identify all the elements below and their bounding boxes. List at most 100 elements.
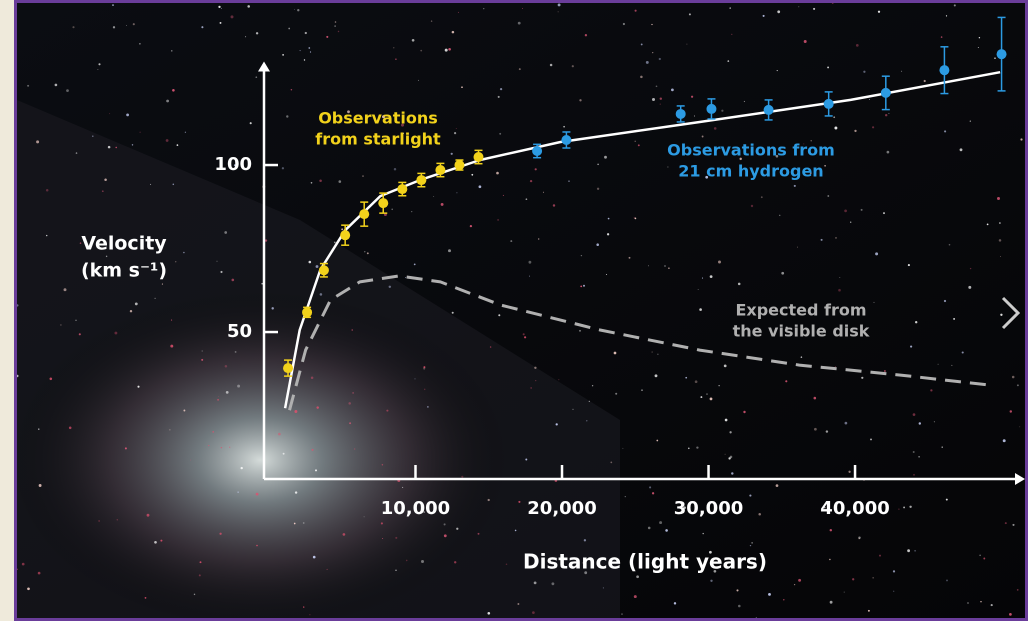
star xyxy=(1012,523,1015,526)
star xyxy=(1016,384,1019,387)
star xyxy=(199,561,202,564)
star xyxy=(825,430,829,433)
star xyxy=(743,410,746,414)
star xyxy=(736,589,739,592)
star xyxy=(664,265,666,267)
star xyxy=(933,421,935,423)
star xyxy=(201,26,204,29)
star xyxy=(750,204,754,208)
star xyxy=(607,217,610,220)
star xyxy=(489,346,492,348)
star xyxy=(892,570,896,573)
star xyxy=(723,364,727,368)
star xyxy=(671,88,674,92)
star xyxy=(923,79,926,83)
star xyxy=(380,522,383,525)
star xyxy=(448,249,451,253)
star xyxy=(319,179,322,183)
star xyxy=(126,113,129,117)
star xyxy=(649,486,652,489)
star xyxy=(220,270,223,274)
star xyxy=(727,60,730,62)
star xyxy=(685,376,688,379)
star xyxy=(834,126,838,130)
star xyxy=(393,167,397,171)
star xyxy=(139,43,141,45)
star xyxy=(278,432,281,436)
star xyxy=(1009,410,1013,413)
star xyxy=(634,9,637,12)
star xyxy=(38,484,42,487)
star xyxy=(800,356,803,358)
star xyxy=(688,13,691,16)
star xyxy=(986,223,989,226)
star xyxy=(997,197,1000,200)
star xyxy=(637,144,640,147)
star xyxy=(454,561,457,564)
star xyxy=(1002,439,1006,443)
data-point xyxy=(397,184,408,195)
star xyxy=(854,129,857,133)
star xyxy=(694,380,698,384)
data-point xyxy=(939,65,950,76)
star xyxy=(255,32,259,35)
star xyxy=(456,192,458,194)
star xyxy=(709,275,713,278)
star xyxy=(743,100,745,103)
star xyxy=(994,57,996,60)
star xyxy=(875,252,879,256)
star xyxy=(171,319,173,321)
star xyxy=(551,582,555,586)
star xyxy=(749,544,752,547)
star xyxy=(230,15,234,19)
expected-curve xyxy=(288,274,990,411)
star xyxy=(477,532,480,535)
star xyxy=(533,581,537,585)
next-arrow[interactable] xyxy=(1001,296,1021,330)
star xyxy=(150,183,152,185)
series-label: Observations from xyxy=(667,141,835,160)
star xyxy=(861,376,864,379)
star xyxy=(877,10,881,13)
star xyxy=(319,293,323,296)
star xyxy=(198,574,201,577)
star xyxy=(68,426,72,430)
star xyxy=(827,66,830,69)
star xyxy=(528,275,531,277)
star xyxy=(713,127,717,130)
star xyxy=(54,83,58,87)
star xyxy=(659,103,661,105)
star xyxy=(858,536,861,539)
star xyxy=(555,423,558,426)
star xyxy=(524,336,527,339)
star xyxy=(651,23,653,26)
star xyxy=(718,385,720,387)
star xyxy=(657,353,659,355)
star xyxy=(783,599,785,601)
star xyxy=(366,252,369,255)
star xyxy=(824,164,826,167)
star xyxy=(668,267,670,270)
star xyxy=(602,587,604,589)
star xyxy=(591,385,594,387)
star xyxy=(980,600,982,603)
star xyxy=(798,6,800,8)
star xyxy=(729,7,731,9)
star xyxy=(310,181,313,184)
star xyxy=(391,208,393,211)
star xyxy=(655,85,658,88)
star xyxy=(497,95,500,98)
star xyxy=(302,522,305,524)
star xyxy=(414,117,416,119)
star xyxy=(583,539,587,542)
star xyxy=(613,351,617,355)
star xyxy=(839,277,841,279)
star xyxy=(886,150,890,154)
star xyxy=(633,217,635,219)
star xyxy=(827,195,830,197)
star xyxy=(693,115,695,117)
star xyxy=(309,614,311,616)
star xyxy=(237,491,239,493)
y-axis-label: (km s⁻¹) xyxy=(81,260,167,282)
star xyxy=(183,251,185,254)
